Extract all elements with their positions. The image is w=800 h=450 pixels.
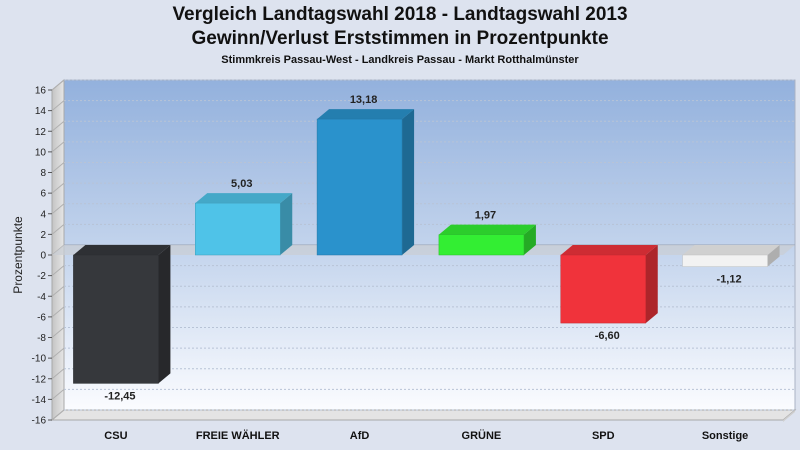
y-tick-label: -10 (32, 354, 47, 365)
data-label: 5,03 (231, 178, 252, 190)
data-label: 13,18 (350, 94, 378, 106)
chart-title-line2: Gewinn/Verlust Erststimmen in Prozentpun… (191, 28, 609, 49)
bar-top (195, 193, 293, 204)
bar-top (438, 224, 536, 235)
grid-line-wall (51, 388, 65, 400)
bar-front (316, 118, 403, 256)
x-tick-label: CSU (104, 430, 127, 442)
y-tick-label: -14 (32, 395, 47, 406)
bar-side (645, 245, 658, 324)
y-tick-label: 12 (35, 127, 47, 138)
y-tick-label: 0 (40, 251, 46, 262)
grid-line-wall (51, 79, 65, 91)
x-tick-label: Sonstige (702, 430, 748, 442)
y-tick-label: 10 (35, 147, 47, 158)
grid-line-wall (51, 120, 65, 132)
floor (50, 409, 797, 421)
y-tick-label: -2 (37, 271, 46, 282)
bar-side (280, 193, 293, 255)
bar-side (402, 109, 415, 255)
y-tick-label: 6 (40, 189, 46, 200)
data-label: 1,97 (475, 210, 496, 222)
grid-line-wall (51, 285, 65, 297)
y-tick-label: 4 (40, 209, 46, 220)
y-axis-label: Prozentpunkte (11, 216, 25, 294)
bar-front (195, 202, 281, 256)
grid-line-wall (51, 347, 65, 359)
y-tick-label: 14 (35, 106, 47, 117)
grid-line-wall (51, 162, 65, 173)
bar-top (317, 109, 415, 120)
chart-subtitle: Stimmkreis Passau-West - Landkreis Passa… (221, 54, 579, 66)
bar-top (682, 245, 780, 255)
grid-line-wall (51, 409, 65, 421)
grid-line-wall (51, 100, 65, 112)
x-tick-label: SPD (592, 430, 615, 442)
bar-front (73, 254, 159, 384)
bar-front (438, 234, 525, 256)
grid-line-wall (51, 141, 65, 153)
y-tick-label: -6 (37, 312, 46, 323)
x-tick-label: GRÜNE (462, 429, 502, 442)
chart-title-line1: Vergleich Landtagswahl 2018 - Landtagswa… (172, 4, 628, 25)
grid-line-wall (51, 265, 65, 277)
grid-line-wall (51, 182, 65, 194)
y-tick-label: -12 (32, 374, 47, 385)
bar-afd (316, 109, 415, 256)
bar-sonstige (682, 245, 780, 267)
y-tick-label: 16 (35, 86, 47, 97)
bar-freie-w-hler (195, 193, 293, 256)
bar-front (682, 254, 768, 267)
y-tick-label: 8 (40, 168, 46, 179)
y-tick-label: -8 (37, 333, 46, 344)
bar-side (523, 224, 536, 255)
grid-line-wall (51, 368, 65, 380)
y-tick-label: 2 (40, 230, 46, 241)
bar-gr-ne (438, 224, 536, 256)
grid-line-wall (51, 203, 65, 215)
data-label: -1,12 (717, 274, 742, 286)
grid-line-wall (51, 327, 65, 338)
bar-csu (73, 245, 171, 384)
grid-line-wall (51, 306, 65, 318)
x-tick-label: FREIE WÄHLER (196, 429, 280, 442)
bar-top (73, 245, 171, 255)
y-tick-label: -16 (32, 416, 47, 427)
bar-side (767, 245, 780, 267)
grid-line-wall (51, 223, 65, 235)
bar-top (560, 245, 658, 255)
data-label: -12,45 (104, 390, 135, 402)
y-tick-label: -4 (37, 292, 46, 303)
floor-edge (783, 410, 795, 422)
x-tick-label: AfD (350, 430, 370, 442)
bar-front (560, 254, 646, 324)
data-label: -6,60 (595, 330, 620, 342)
bar-spd (560, 245, 658, 324)
bar-side (158, 245, 171, 384)
